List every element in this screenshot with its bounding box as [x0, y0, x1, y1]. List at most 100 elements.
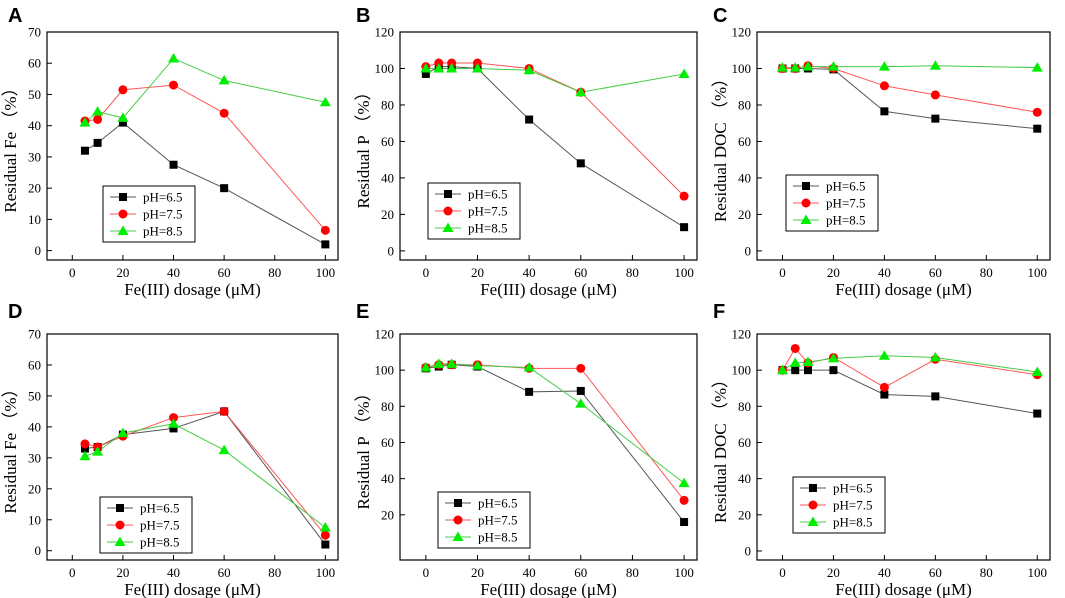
- plot-frame: [756, 333, 1051, 561]
- y-tick-label: 50: [28, 388, 41, 403]
- y-tick-label: 20: [738, 207, 751, 222]
- y-tick-label: 120: [732, 327, 752, 342]
- data-point: [576, 363, 586, 373]
- x-axis-title: Fe(III) dosage (μM): [480, 280, 617, 299]
- x-tick-label: 60: [218, 265, 231, 280]
- series-line-ph-7-5: [425, 62, 685, 197]
- legend-label: pH=6.5: [833, 481, 872, 496]
- x-tick-label: 40: [167, 565, 180, 580]
- x-tick-label: 60: [929, 265, 942, 280]
- data-point: [575, 398, 587, 408]
- x-tick-label: 100: [1028, 265, 1048, 280]
- data-point: [1033, 409, 1042, 418]
- y-tick-label: 10: [28, 212, 41, 227]
- x-axis-title: Fe(III) dosage (μM): [124, 580, 261, 598]
- data-point: [878, 61, 890, 71]
- y-axis-title: Residual DOC （%）: [711, 371, 730, 523]
- y-tick-label: 60: [381, 134, 394, 149]
- legend-marker: [452, 531, 464, 541]
- panel-letter: C: [713, 5, 727, 27]
- x-tick-label: 80: [626, 565, 639, 580]
- data-point: [679, 191, 689, 201]
- data-point: [169, 413, 179, 423]
- legend-label: pH=7.5: [143, 207, 182, 222]
- legend: pH=6.5 pH=7.5 pH=8.5: [427, 182, 521, 240]
- legend: pH=6.5 pH=7.5 pH=8.5: [99, 496, 193, 554]
- data-point: [790, 343, 800, 353]
- legend: pH=6.5 pH=7.5 pH=8.5: [102, 185, 196, 243]
- data-point: [219, 406, 229, 416]
- y-tick-label: 60: [28, 56, 41, 71]
- data-point: [433, 358, 445, 368]
- y-tick-label: 40: [381, 170, 394, 185]
- data-point: [879, 382, 889, 392]
- x-tick-label: 80: [268, 565, 281, 580]
- plot-frame: [399, 31, 698, 261]
- data-point: [680, 518, 689, 527]
- data-point: [1033, 124, 1042, 133]
- legend-label: pH=7.5: [140, 518, 179, 533]
- legend-label: pH=7.5: [833, 498, 872, 513]
- y-axis-title: Residual P （%）: [354, 84, 373, 209]
- legend-marker: [115, 520, 125, 530]
- y-tick-label: 100: [732, 363, 752, 378]
- data-point: [827, 61, 839, 71]
- data-point: [169, 160, 178, 169]
- data-point: [931, 114, 940, 123]
- legend-label: pH=8.5: [468, 221, 507, 236]
- data-point: [827, 352, 839, 363]
- y-tick-label: 40: [381, 471, 394, 486]
- data-point: [678, 68, 690, 78]
- y-tick-label: 70: [28, 327, 41, 342]
- y-tick-label: 0: [35, 243, 42, 258]
- panel-letter: E: [356, 301, 369, 323]
- legend-marker: [444, 190, 452, 198]
- data-point: [118, 118, 127, 127]
- plot-frame: [399, 333, 698, 561]
- data-point: [878, 350, 890, 360]
- legend-label: pH=6.5: [143, 190, 182, 205]
- y-tick-label: 10: [28, 512, 41, 527]
- data-point: [320, 225, 330, 235]
- data-point: [525, 115, 534, 124]
- data-point: [93, 138, 102, 147]
- legend-label: pH=7.5: [468, 204, 507, 219]
- series-line-ph-7-5: [782, 65, 1038, 113]
- data-point: [880, 107, 889, 116]
- x-tick-label: 20: [827, 265, 840, 280]
- y-tick-label: 40: [28, 118, 41, 133]
- data-point: [319, 521, 331, 532]
- series-line-ph-7-5: [782, 347, 1038, 388]
- data-point: [879, 81, 889, 91]
- data-point: [218, 74, 230, 85]
- legend-label: pH=6.5: [826, 179, 865, 194]
- legend-label: pH=7.5: [478, 513, 517, 528]
- data-point: [169, 80, 179, 90]
- plot-frame: [756, 31, 1051, 261]
- data-point: [319, 96, 331, 107]
- data-point: [118, 85, 128, 95]
- y-tick-label: 120: [375, 25, 395, 40]
- data-point: [929, 352, 941, 362]
- x-tick-label: 80: [268, 265, 281, 280]
- legend-marker: [808, 500, 818, 510]
- series-line-ph-8-5: [782, 355, 1038, 373]
- data-point: [321, 540, 330, 549]
- x-tick-label: 0: [779, 265, 786, 280]
- x-tick-label: 0: [423, 565, 430, 580]
- legend-marker: [809, 484, 817, 492]
- x-tick-label: 0: [423, 265, 430, 280]
- data-point: [929, 60, 941, 70]
- plot-frame: [46, 31, 339, 261]
- x-tick-label: 40: [523, 265, 536, 280]
- chart-panel-a: A 0 20 40 60 80 100 0 10 20 30 40 50 60 70 Fe(III) dosa…: [1, 5, 339, 299]
- legend-label: pH=8.5: [140, 535, 179, 550]
- data-point: [1031, 366, 1043, 376]
- x-axis-title: Fe(III) dosage (μM): [835, 280, 972, 299]
- legend-marker: [119, 193, 127, 201]
- x-tick-label: 40: [878, 565, 891, 580]
- y-axis-title: Residual Fe （%）: [1, 380, 20, 513]
- chart-panel-b: B 0 20 40 60 80 100 0 20 40 60 80 100 120 Fe(III) dosa…: [354, 5, 698, 299]
- y-axis-title: Residual P （%）: [354, 385, 373, 510]
